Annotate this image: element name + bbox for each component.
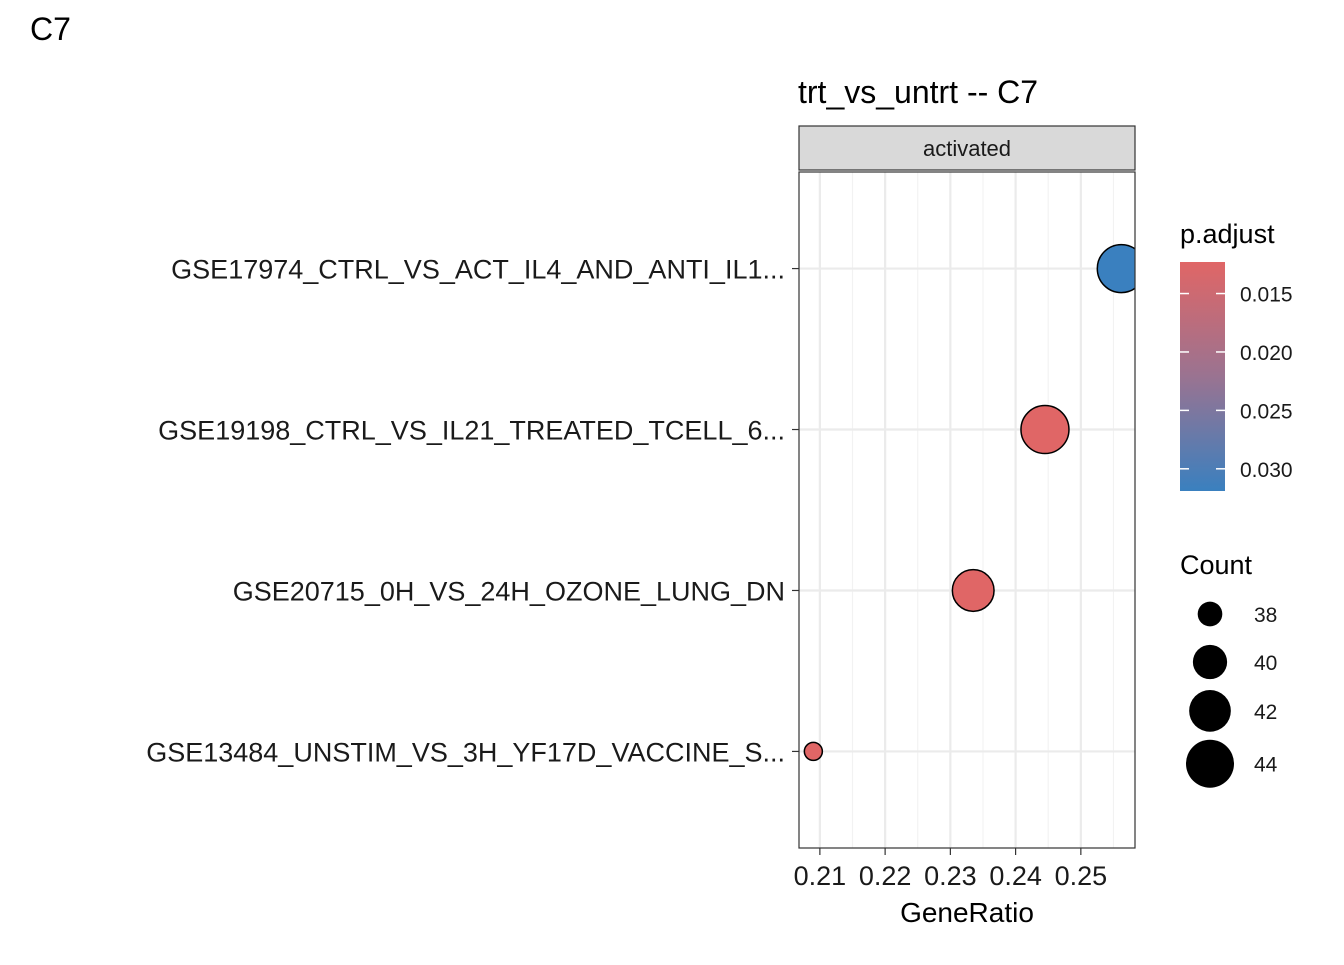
size-legend-key xyxy=(1189,690,1231,732)
size-legend-label: 38 xyxy=(1254,604,1277,627)
facet-label: activated xyxy=(923,136,1011,161)
data-point xyxy=(803,741,824,762)
x-tick-label: 0.23 xyxy=(924,861,977,891)
y-tick-label: GSE19198_CTRL_VS_IL21_TREATED_TCELL_6... xyxy=(158,416,785,446)
x-tick-label: 0.24 xyxy=(989,861,1042,891)
color-legend-label: 0.015 xyxy=(1240,284,1293,307)
data-point xyxy=(951,568,995,613)
y-tick-label: GSE20715_0H_VS_24H_OZONE_LUNG_DN xyxy=(233,576,785,606)
panel-border xyxy=(798,171,1136,849)
size-legend-key xyxy=(1197,601,1223,627)
x-tick-label: 0.22 xyxy=(859,861,912,891)
data-point xyxy=(1020,404,1070,455)
x-tick-label: 0.21 xyxy=(794,861,847,891)
color-legend-label: 0.030 xyxy=(1240,459,1293,482)
x-axis: 0.21 0.22 0.23 0.24 0.25 xyxy=(794,848,1108,891)
size-legend: 38 40 42 44 xyxy=(1186,601,1278,788)
color-legend-ticks: 0.015 0.020 0.025 0.030 xyxy=(1180,284,1293,482)
color-legend-label: 0.020 xyxy=(1240,342,1293,365)
facet-strip xyxy=(798,125,1136,171)
size-legend-label: 40 xyxy=(1254,652,1277,675)
figure-tag: C7 xyxy=(30,11,71,47)
size-legend-label: 42 xyxy=(1254,701,1277,724)
x-axis-title: GeneRatio xyxy=(900,897,1034,928)
y-tick-label: GSE17974_CTRL_VS_ACT_IL4_AND_ANTI_IL1... xyxy=(171,255,785,285)
size-legend-title: Count xyxy=(1180,550,1253,580)
y-axis: GSE17974_CTRL_VS_ACT_IL4_AND_ANTI_IL1...… xyxy=(146,255,799,767)
data-points xyxy=(803,243,1135,762)
y-tick-label: GSE13484_UNSTIM_VS_3H_YF17D_VACCINE_S... xyxy=(146,737,785,767)
color-legend-bar xyxy=(1180,262,1225,491)
color-legend-label: 0.025 xyxy=(1240,400,1293,423)
x-tick-label: 0.25 xyxy=(1055,861,1108,891)
color-legend-title: p.adjust xyxy=(1180,219,1275,249)
data-point xyxy=(1096,243,1135,294)
chart-title: trt_vs_untrt -- C7 xyxy=(798,74,1038,110)
size-legend-key xyxy=(1192,644,1228,680)
size-legend-label: 44 xyxy=(1254,754,1278,777)
size-legend-key xyxy=(1186,739,1234,788)
plot-panel xyxy=(799,172,1135,848)
